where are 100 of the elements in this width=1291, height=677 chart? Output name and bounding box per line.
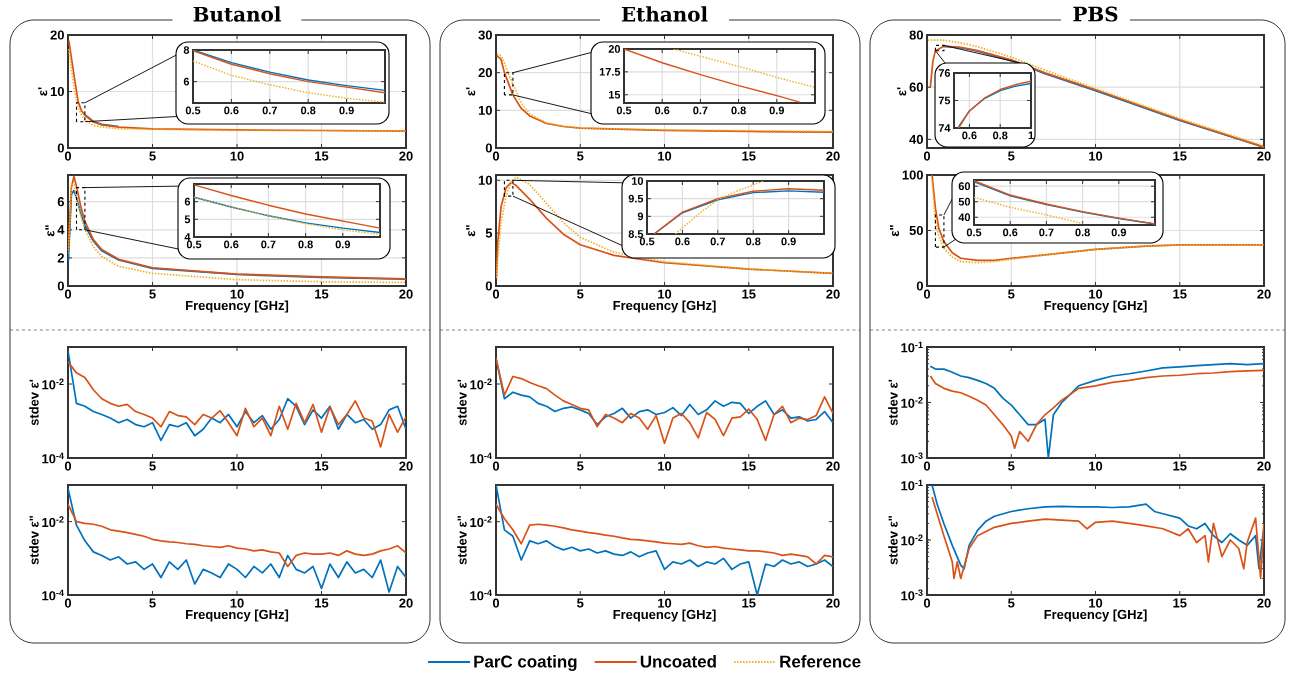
y-tick-label: 10$^{-2}$ bbox=[470, 516, 492, 528]
y-tick-label: 10$^{-4}$ bbox=[470, 589, 492, 601]
x-tick-label: 20 bbox=[826, 461, 840, 471]
chart-title: PBS bbox=[1073, 6, 1118, 22]
x-tick-label: 0.9 bbox=[769, 106, 785, 115]
line-series bbox=[674, 180, 765, 234]
line-series bbox=[68, 349, 406, 442]
y-tick-label: 10$^{-2}$ bbox=[901, 397, 923, 408]
legend-label: Reference bbox=[780, 655, 861, 668]
x-tick-label: 10 bbox=[1089, 461, 1103, 471]
y-axis-title: ε" bbox=[466, 225, 476, 237]
x-tick-label: 20 bbox=[399, 598, 413, 608]
x-tick-label: 10 bbox=[1089, 151, 1103, 161]
y-axis-title: stdev ε' bbox=[29, 379, 39, 426]
x-tick-label: 0.5 bbox=[616, 106, 632, 115]
y-tick-label: 4 bbox=[184, 233, 191, 241]
y-tick-label: 9 bbox=[637, 212, 644, 221]
x-tick-label: 20 bbox=[1257, 151, 1271, 161]
x-tick-label: 20 bbox=[1257, 598, 1271, 608]
x-tick-label: 0.6 bbox=[224, 106, 239, 115]
y-tick-label: 80 bbox=[909, 30, 923, 40]
x-tick-label: 10 bbox=[230, 151, 244, 161]
y-tick-label: 6 bbox=[57, 197, 65, 207]
x-axis-title: Frequency [GHz] bbox=[613, 300, 716, 313]
x-tick-label: 10 bbox=[658, 151, 672, 161]
x-tick-label: 15 bbox=[742, 289, 756, 299]
y-tick-label: 10 bbox=[631, 177, 644, 185]
x-tick-label: 10 bbox=[658, 289, 672, 299]
x-tick-label: 0.9 bbox=[339, 106, 354, 115]
y-tick-label: 10 bbox=[50, 86, 64, 97]
x-tick-label: 0 bbox=[923, 598, 931, 608]
y-axis-title: ε' bbox=[38, 87, 48, 96]
y-tick-label: 0 bbox=[485, 143, 492, 153]
y-tick-label: 10$^{-2}$ bbox=[42, 516, 64, 528]
x-tick-label: 10 bbox=[1089, 598, 1103, 608]
y-tick-label: 40 bbox=[958, 213, 971, 222]
x-tick-label: 0.7 bbox=[710, 237, 725, 246]
y-axis-title: stdev ε' bbox=[457, 379, 467, 426]
x-tick-label: 5 bbox=[1008, 151, 1015, 161]
y-tick-label: 0 bbox=[485, 281, 492, 291]
y-tick-label: 20 bbox=[50, 30, 64, 40]
x-tick-label: 0.9 bbox=[781, 237, 796, 246]
x-tick-label: 0 bbox=[492, 151, 500, 161]
x-tick-label: 0.9 bbox=[335, 240, 351, 249]
x-tick-label: 15 bbox=[315, 151, 329, 161]
y-tick-label: 10 bbox=[478, 175, 492, 185]
x-tick-label: 15 bbox=[315, 461, 329, 471]
x-tick-label: 0 bbox=[64, 289, 72, 299]
x-tick-label: 20 bbox=[399, 151, 413, 161]
x-tick-label: 5 bbox=[149, 598, 156, 608]
x-tick-label: 0 bbox=[64, 598, 72, 608]
y-tick-label: 10$^{-4}$ bbox=[470, 452, 492, 464]
y-axis-title: ε" bbox=[890, 225, 900, 237]
x-tick-label: 15 bbox=[1173, 151, 1187, 161]
x-tick-label: 0 bbox=[492, 598, 500, 608]
y-tick-label: 17.5 bbox=[599, 68, 621, 76]
y-tick-label: 10$^{-4}$ bbox=[42, 589, 64, 601]
y-tick-label: 6 bbox=[184, 197, 191, 206]
y-axis-title: stdev ε" bbox=[457, 516, 467, 565]
x-tick-label: 0.6 bbox=[655, 106, 670, 115]
y-tick-label: 50 bbox=[909, 225, 923, 236]
x-tick-label: 0.8 bbox=[993, 131, 1008, 140]
y-tick-label: 10$^{-3}$ bbox=[901, 452, 923, 464]
legend-label: ParC coating bbox=[474, 655, 577, 671]
y-tick-label: 0 bbox=[916, 281, 923, 291]
x-tick-label: 15 bbox=[742, 598, 756, 608]
y-tick-label: 10$^{-2}$ bbox=[470, 378, 492, 390]
x-tick-label: 0 bbox=[492, 289, 500, 299]
x-tick-label: 20 bbox=[399, 461, 413, 471]
line-series bbox=[193, 60, 385, 103]
x-tick-label: 5 bbox=[1008, 598, 1015, 608]
line-series bbox=[84, 113, 120, 128]
y-tick-label: 60 bbox=[958, 182, 971, 191]
x-tick-label: 5 bbox=[1008, 461, 1015, 471]
x-tick-label: 0.7 bbox=[693, 106, 708, 115]
y-tick-label: 9.5 bbox=[628, 194, 644, 203]
x-tick-label: 0.6 bbox=[962, 131, 977, 140]
y-tick-label: 5 bbox=[184, 215, 191, 224]
y-tick-label: 20 bbox=[608, 45, 621, 53]
line-series bbox=[672, 48, 815, 89]
y-axis-title: stdev ε' bbox=[888, 379, 898, 426]
y-tick-label: 60 bbox=[909, 82, 923, 92]
x-tick-label: 0.5 bbox=[185, 106, 201, 115]
x-tick-label: 15 bbox=[1173, 598, 1187, 608]
x-tick-label: 10 bbox=[658, 598, 672, 608]
y-tick-label: 15 bbox=[608, 90, 621, 99]
legend-label: Uncoated bbox=[640, 655, 716, 668]
chart-title: Ethanol bbox=[621, 6, 708, 22]
y-tick-label: 50 bbox=[958, 197, 971, 206]
x-tick-label: 15 bbox=[742, 151, 756, 161]
x-axis-title: Frequency [GHz] bbox=[186, 609, 289, 622]
y-tick-label: 6 bbox=[183, 77, 190, 86]
x-tick-label: 0 bbox=[492, 461, 500, 471]
x-tick-label: 5 bbox=[577, 151, 584, 161]
y-tick-label: 20 bbox=[478, 68, 492, 78]
x-tick-label: 5 bbox=[149, 461, 156, 471]
x-tick-label: 10 bbox=[230, 598, 244, 608]
y-axis-title: stdev ε" bbox=[29, 516, 39, 565]
line-series bbox=[931, 496, 1265, 580]
line-series bbox=[496, 485, 834, 595]
